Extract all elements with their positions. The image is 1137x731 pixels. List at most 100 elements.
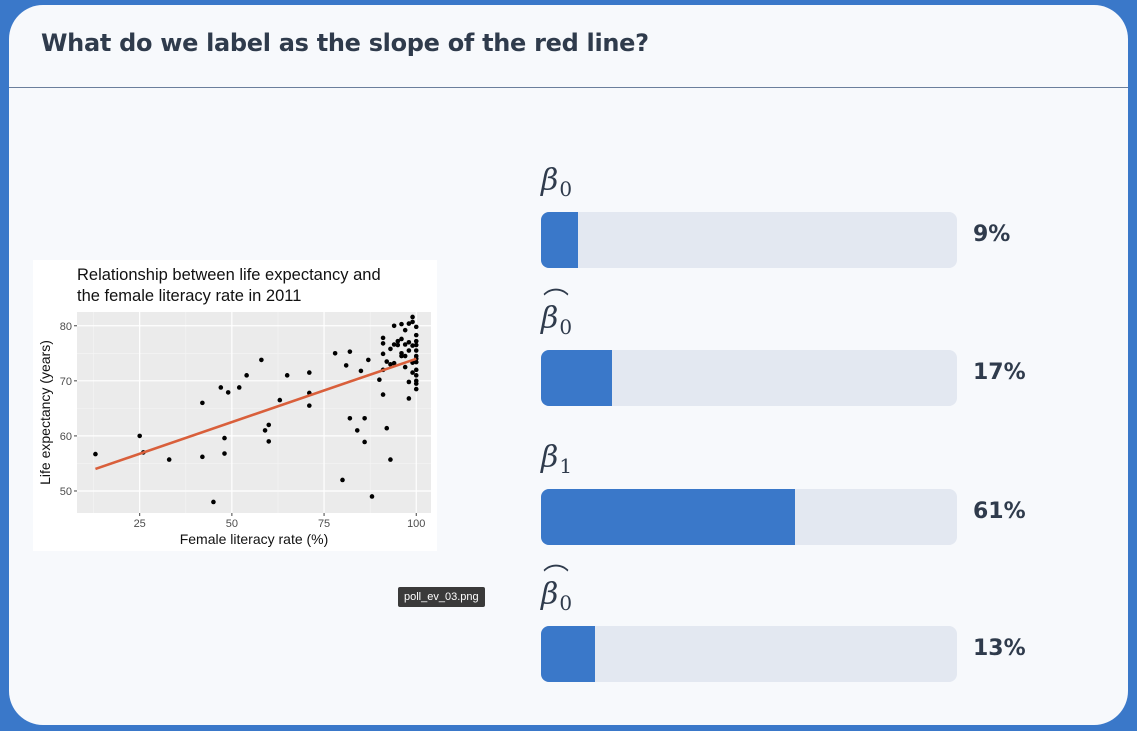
scatter-point bbox=[362, 439, 367, 445]
scatter-point bbox=[137, 433, 142, 439]
scatter-point bbox=[399, 336, 404, 342]
option-2[interactable]: ⌒ β0 17% bbox=[541, 288, 1101, 406]
scatter-point bbox=[380, 335, 386, 341]
scatter-point bbox=[93, 451, 98, 457]
scatter-point bbox=[343, 363, 349, 368]
option-3-bar-track bbox=[541, 489, 957, 545]
option-1-percent: 9% bbox=[973, 222, 1011, 247]
scatter-point bbox=[406, 339, 412, 345]
option-2-bar-fill bbox=[541, 350, 612, 406]
option-1[interactable]: β0 9% bbox=[541, 160, 1101, 268]
scatter-point bbox=[307, 370, 312, 375]
option-1-bar-track bbox=[541, 212, 957, 268]
scatter-point bbox=[399, 321, 404, 327]
scatter-point bbox=[200, 400, 205, 406]
scatter-point bbox=[399, 353, 404, 359]
y-tick-label: 60 bbox=[60, 431, 72, 443]
scatter-point bbox=[340, 477, 345, 483]
scatter-point bbox=[277, 397, 283, 403]
scatter-point bbox=[395, 338, 401, 344]
option-4[interactable]: ⌒ β0 13% bbox=[541, 564, 1101, 682]
scatter-point bbox=[384, 425, 390, 431]
scatter-point bbox=[391, 360, 397, 366]
scatter-point bbox=[406, 348, 412, 353]
scatter-point bbox=[402, 342, 408, 347]
chart-title-line: the female literacy rate in 2011 bbox=[77, 287, 301, 305]
scatter-point bbox=[402, 353, 408, 359]
scatter-point bbox=[410, 319, 415, 325]
option-2-symbol: ⌒ β0 bbox=[541, 288, 573, 339]
scatter-point bbox=[410, 314, 415, 320]
scatter-point bbox=[391, 342, 397, 347]
y-tick-label: 50 bbox=[60, 486, 72, 498]
scatter-point bbox=[413, 367, 419, 373]
x-tick-label: 100 bbox=[407, 518, 425, 530]
option-3[interactable]: β1 61% bbox=[541, 437, 1101, 545]
hat-accent-icon: ⌒ bbox=[543, 564, 570, 594]
scatter-point bbox=[262, 428, 268, 433]
regression-line bbox=[95, 357, 417, 471]
option-2-bar-track bbox=[541, 350, 957, 406]
scatter-point bbox=[406, 379, 412, 385]
scatter-point bbox=[236, 385, 242, 390]
scatter-point bbox=[166, 457, 172, 462]
scatter-chart: Relationship between life expectancy and… bbox=[37, 266, 431, 547]
divider bbox=[9, 87, 1128, 88]
option-4-symbol: ⌒ β0 bbox=[541, 564, 573, 615]
x-tick-label: 25 bbox=[134, 518, 146, 530]
scatter-point bbox=[244, 373, 249, 378]
scatter-point bbox=[413, 373, 419, 378]
scatter-point bbox=[413, 381, 419, 386]
option-1-bar-fill bbox=[541, 212, 579, 268]
chart-title-line: Relationship between life expectancy and bbox=[77, 266, 381, 284]
scatter-point bbox=[222, 435, 227, 441]
scatter-point bbox=[211, 499, 216, 505]
scatter-point bbox=[384, 359, 390, 364]
x-axis-label: Female literacy rate (%) bbox=[180, 531, 329, 547]
question-title: What do we label as the slope of the red… bbox=[41, 29, 649, 57]
scatter-point bbox=[402, 327, 408, 333]
option-2-label: ⌒ β0 bbox=[541, 288, 1101, 340]
scatter-point bbox=[266, 422, 272, 428]
scatter-point bbox=[347, 349, 353, 354]
scatter-point bbox=[222, 451, 227, 456]
scatter-point bbox=[410, 370, 415, 375]
scatter-point bbox=[362, 415, 367, 421]
scatter-point bbox=[413, 386, 419, 392]
poll-card: What do we label as the slope of the red… bbox=[9, 5, 1128, 725]
scatter-point bbox=[380, 351, 386, 357]
scatter-point bbox=[284, 373, 290, 378]
scatter-point bbox=[369, 494, 375, 499]
scatter-point bbox=[377, 377, 382, 383]
scatter-point bbox=[380, 392, 386, 397]
image-filename-tooltip: poll_ev_03.png bbox=[398, 587, 485, 607]
scatter-point bbox=[347, 415, 353, 421]
option-4-percent: 13% bbox=[973, 636, 1026, 661]
scatter-point bbox=[406, 321, 412, 326]
scatter-point bbox=[413, 324, 419, 330]
scatter-point bbox=[380, 341, 386, 346]
option-4-bar-track bbox=[541, 626, 957, 682]
scatter-point bbox=[413, 348, 419, 353]
plot-panel bbox=[77, 312, 431, 513]
scatter-point bbox=[406, 396, 412, 401]
scatter-point bbox=[332, 351, 338, 356]
scatter-point bbox=[402, 364, 408, 370]
x-tick-label: 50 bbox=[226, 518, 238, 530]
scatter-point bbox=[366, 357, 371, 363]
option-3-percent: 61% bbox=[973, 499, 1026, 524]
scatter-point bbox=[395, 342, 401, 348]
chart-image: Relationship between life expectancy and… bbox=[33, 260, 437, 551]
scatter-point bbox=[259, 357, 264, 363]
scatter-point bbox=[410, 343, 415, 348]
scatter-point bbox=[413, 338, 419, 344]
scatter-point bbox=[225, 390, 231, 395]
y-tick-label: 80 bbox=[60, 321, 72, 333]
scatter-point bbox=[358, 368, 364, 374]
scatter-point bbox=[413, 332, 419, 338]
y-axis-label: Life expectancy (years) bbox=[37, 340, 53, 485]
option-3-bar-fill bbox=[541, 489, 795, 545]
scatter-point bbox=[354, 428, 360, 433]
scatter-point bbox=[413, 342, 419, 348]
scatter-point bbox=[391, 323, 397, 329]
